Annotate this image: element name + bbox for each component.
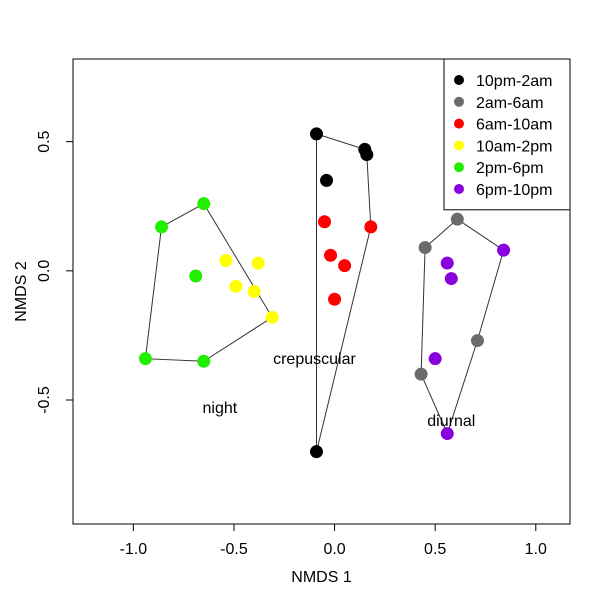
data-point-2am-6am xyxy=(450,212,464,226)
data-point-6am-10am xyxy=(328,292,342,306)
data-point-2pm-6pm xyxy=(138,352,152,366)
data-point-2pm-6pm xyxy=(197,197,211,211)
y-axis-label: NMDS 2 xyxy=(13,261,30,322)
y-axis: -0.5 0.0 0.5 xyxy=(36,130,74,414)
data-point-6am-10am xyxy=(318,215,332,229)
x-tick-label: 0.5 xyxy=(424,541,446,558)
legend-marker-6pm-10pm xyxy=(454,184,464,194)
data-point-10am-2pm xyxy=(251,256,265,270)
data-point-10pm-2am xyxy=(309,445,323,459)
data-point-6pm-10pm xyxy=(428,352,442,366)
x-tick-label: 1.0 xyxy=(525,541,547,558)
data-point-6am-10am xyxy=(338,259,352,273)
legend-marker-10pm-2am xyxy=(454,75,464,85)
y-tick-label: 0.0 xyxy=(36,260,53,282)
data-point-6am-10am xyxy=(324,248,338,262)
y-tick-label: -0.5 xyxy=(36,386,53,414)
legend-label: 2am-6am xyxy=(476,95,544,112)
hull-night xyxy=(144,203,273,362)
data-point-10am-2pm xyxy=(247,285,261,298)
data-point-6pm-10pm xyxy=(440,427,454,441)
data-point-10am-2pm xyxy=(219,254,233,267)
group-label-diurnal: diurnal xyxy=(427,413,475,430)
data-point-2am-6am xyxy=(470,334,484,348)
legend: 10pm-2am 2am-6am 6am-10am 10am-2pm 2pm-6pm 6p… xyxy=(443,58,571,211)
data-point-10pm-2am xyxy=(360,148,374,162)
data-point-2pm-6pm xyxy=(197,354,211,368)
legend-label: 2pm-6pm xyxy=(476,160,544,177)
hull-crepuscular xyxy=(316,133,372,452)
data-point-6pm-10pm xyxy=(444,272,458,286)
legend-label: 6pm-10pm xyxy=(476,182,552,199)
legend-box xyxy=(443,58,571,211)
x-tick-label: -0.5 xyxy=(220,541,248,558)
data-point-10am-2pm xyxy=(265,310,279,324)
y-tick-label: 0.5 xyxy=(36,130,53,152)
x-tick-label: -1.0 xyxy=(120,541,148,558)
data-point-2am-6am xyxy=(414,367,428,381)
data-point-2pm-6pm xyxy=(155,220,169,234)
annotation-layer: night crepuscular diurnal xyxy=(203,351,476,430)
x-axis: -1.0 -0.5 0.0 0.5 1.0 xyxy=(120,523,547,558)
legend-marker-2am-6am xyxy=(454,96,464,107)
data-point-10pm-2am xyxy=(320,173,334,187)
legend-label: 10am-2pm xyxy=(476,138,552,155)
x-tick-label: 0.0 xyxy=(323,541,345,558)
legend-label: 6am-10am xyxy=(476,117,552,134)
legend-label: 10pm-2am xyxy=(476,73,552,90)
group-label-night: night xyxy=(203,400,238,417)
legend-marker-10am-2pm xyxy=(454,140,464,151)
data-point-2pm-6pm xyxy=(189,269,203,283)
x-axis-label: NMDS 1 xyxy=(291,569,352,586)
group-label-crepuscular: crepuscular xyxy=(273,351,356,368)
point-layer xyxy=(138,127,511,459)
data-point-6pm-10pm xyxy=(497,243,511,257)
legend-marker-2pm-6pm xyxy=(454,162,464,173)
data-point-6pm-10pm xyxy=(440,256,454,270)
data-point-2am-6am xyxy=(418,241,432,255)
legend-marker-6am-10am xyxy=(454,118,464,129)
data-point-10am-2pm xyxy=(229,279,243,293)
data-point-6am-10am xyxy=(364,220,378,234)
data-point-10pm-2am xyxy=(309,127,323,141)
